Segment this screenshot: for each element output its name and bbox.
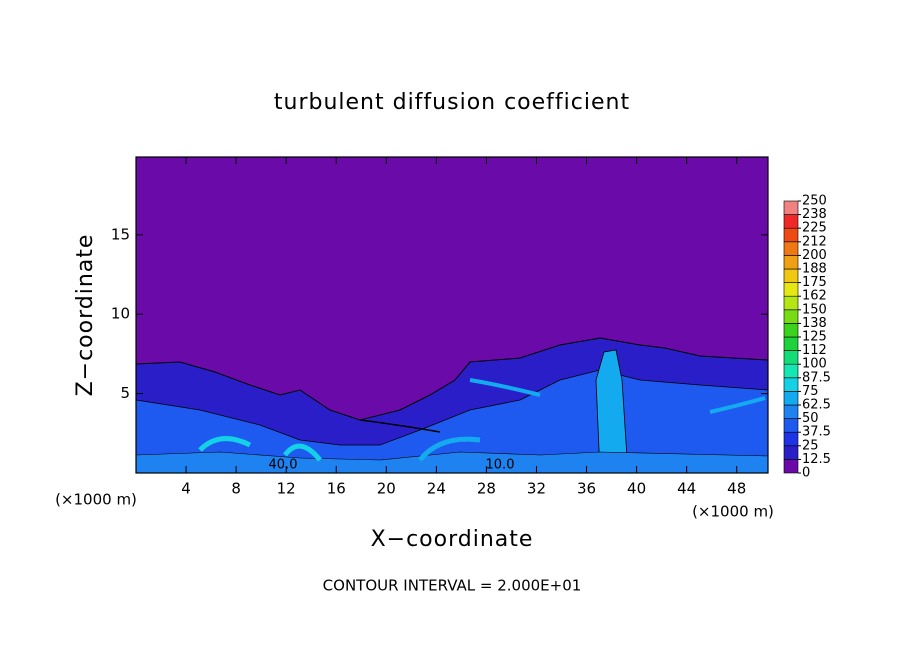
contour-label: 40.0 xyxy=(269,458,298,473)
colorbar-label: 238 xyxy=(802,207,827,222)
y-unit: (×1000 m) xyxy=(55,491,137,509)
footer: CONTOUR INTERVAL = 2.000E+01 xyxy=(323,577,582,595)
x-tick-label: 40 xyxy=(627,480,646,498)
colorbar-label: 188 xyxy=(802,262,827,277)
colorbar-label: 75 xyxy=(802,384,819,399)
x-tick-label: 24 xyxy=(427,480,446,498)
colorbar-swatch xyxy=(783,241,799,256)
y-tick-label: 10 xyxy=(111,305,130,323)
colorbar-swatch xyxy=(783,363,799,379)
colorbar-label: 12.5 xyxy=(802,452,831,467)
contour-line xyxy=(359,419,441,433)
colorbar-label: 25 xyxy=(802,438,819,453)
colorbar-label: 162 xyxy=(802,289,827,304)
y-axis-label: Z−coordinate xyxy=(73,234,98,397)
field-streak xyxy=(283,443,322,462)
colorbar-swatch xyxy=(783,200,799,215)
x-axis-label: X−coordinate xyxy=(371,527,534,552)
colorbar-swatch xyxy=(783,255,799,270)
field xyxy=(135,157,769,474)
colorbar-swatch xyxy=(783,214,799,229)
colorbar-label: 125 xyxy=(802,330,827,345)
colorbar-label: 62.5 xyxy=(802,398,831,413)
colorbar-label: 200 xyxy=(802,248,827,263)
x-tick-label: 32 xyxy=(527,480,546,498)
colorbar-label: 250 xyxy=(802,194,827,209)
x-tick-label: 12 xyxy=(277,480,296,498)
contour-label: 10.0 xyxy=(486,458,515,473)
colorbar-label: 138 xyxy=(802,316,827,331)
chart-title: turbulent diffusion coefficient xyxy=(274,90,630,115)
colorbar-swatch xyxy=(783,418,799,433)
colorbar-label: 175 xyxy=(802,275,827,290)
colorbar-swatch xyxy=(783,445,799,460)
field-streak xyxy=(198,436,252,452)
colorbar-label: 0 xyxy=(802,466,810,481)
colorbar-label: 50 xyxy=(802,411,819,426)
colorbar-swatch xyxy=(783,282,799,297)
x-tick-label: 36 xyxy=(577,480,596,498)
plot-frame xyxy=(135,156,769,474)
field-streak xyxy=(418,436,481,462)
colorbar-label: 225 xyxy=(802,221,827,236)
colorbar-swatch xyxy=(783,227,799,243)
y-tick-label: 5 xyxy=(120,384,130,402)
colorbar-swatch xyxy=(783,309,799,324)
colorbar-swatch xyxy=(783,391,799,406)
x-tick-label: 20 xyxy=(377,480,396,498)
colorbar-swatch xyxy=(783,295,799,311)
colorbar-swatch xyxy=(783,336,799,351)
colorbar-label: 112 xyxy=(802,343,827,358)
x-tick-label: 44 xyxy=(677,480,696,498)
colorbar-label: 37.5 xyxy=(802,425,831,440)
x-tick-label: 16 xyxy=(327,480,346,498)
colorbar-label: 150 xyxy=(802,302,827,317)
colorbar-label: 87.5 xyxy=(802,370,831,385)
colorbar-label: 212 xyxy=(802,234,827,249)
x-tick-label: 48 xyxy=(727,480,746,498)
colorbar-swatch xyxy=(783,431,799,447)
field-streak xyxy=(709,396,766,414)
colorbar-swatch xyxy=(783,404,799,419)
field-region xyxy=(135,451,769,474)
y-tick-label: 15 xyxy=(111,225,130,243)
x-tick-label: 8 xyxy=(231,480,241,498)
x-tick-label: 28 xyxy=(477,480,496,498)
x-unit: (×1000 m) xyxy=(692,503,774,521)
field-streak xyxy=(469,378,541,397)
colorbar-swatch xyxy=(783,459,799,474)
colorbar-label: 100 xyxy=(802,357,827,372)
colorbar-swatch xyxy=(783,323,799,338)
x-tick-label: 4 xyxy=(181,480,191,498)
colorbar-swatch xyxy=(783,350,799,365)
colorbar-swatch xyxy=(783,377,799,392)
colorbar-swatch xyxy=(783,268,799,283)
